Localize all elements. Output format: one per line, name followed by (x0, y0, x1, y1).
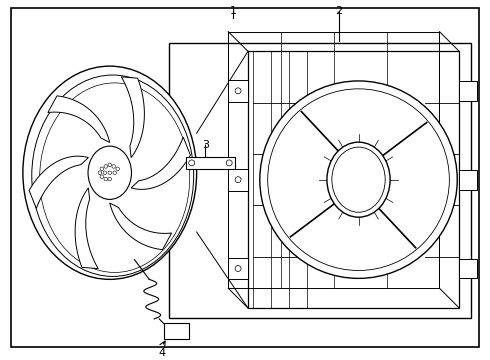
Bar (186, 157, 235, 169)
Circle shape (235, 266, 241, 271)
Bar (459, 170, 477, 190)
Bar (459, 258, 477, 278)
Bar (164, 323, 189, 339)
Polygon shape (131, 137, 191, 189)
Ellipse shape (88, 146, 131, 199)
Bar (459, 81, 477, 101)
Circle shape (108, 177, 112, 181)
Circle shape (100, 175, 103, 179)
Circle shape (108, 163, 112, 167)
Circle shape (112, 165, 116, 168)
Circle shape (98, 171, 101, 175)
Circle shape (113, 171, 117, 175)
Bar (228, 258, 248, 279)
Bar (228, 169, 248, 190)
Circle shape (116, 167, 120, 171)
Polygon shape (122, 77, 145, 158)
Circle shape (235, 177, 241, 183)
Circle shape (108, 171, 112, 175)
Circle shape (104, 177, 108, 181)
Circle shape (104, 165, 108, 168)
Polygon shape (110, 203, 172, 250)
Bar (228, 80, 248, 102)
Circle shape (226, 160, 232, 166)
Ellipse shape (23, 66, 196, 279)
Text: 2: 2 (335, 6, 343, 16)
Circle shape (189, 160, 195, 166)
Polygon shape (29, 156, 88, 208)
Text: 1: 1 (230, 6, 237, 16)
Circle shape (100, 167, 103, 171)
Text: 4: 4 (158, 348, 166, 359)
Polygon shape (48, 96, 110, 143)
Polygon shape (75, 188, 98, 269)
Text: 3: 3 (202, 140, 209, 150)
Circle shape (260, 81, 457, 278)
Ellipse shape (327, 142, 390, 217)
Circle shape (235, 88, 241, 94)
Bar (169, 44, 471, 318)
Circle shape (103, 171, 107, 175)
